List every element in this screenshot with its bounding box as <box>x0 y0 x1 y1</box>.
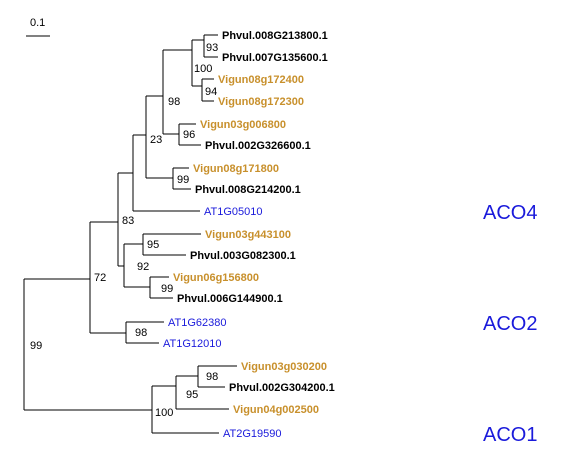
scale-bar-label: 0.1 <box>30 17 45 29</box>
support-value: 99 <box>30 340 42 352</box>
leaf-label: Vigun03g006800 <box>200 119 286 131</box>
leaf-labels: Phvul.008G213800.1 Phvul.007G135600.1 Vi… <box>163 30 335 440</box>
leaf-label: Vigun08g172300 <box>218 96 304 108</box>
support-value: 95 <box>186 389 198 401</box>
leaf-label: Phvul.002G304200.1 <box>229 382 335 394</box>
support-value: 72 <box>94 272 106 284</box>
support-value: 23 <box>150 134 162 146</box>
leaf-label: Vigun03g443100 <box>205 229 291 241</box>
group-label-aco4: ACO4 <box>483 202 537 224</box>
leaf-label: Vigun03g030200 <box>241 361 327 373</box>
group-label-aco1: ACO1 <box>483 424 537 446</box>
leaf-label: Phvul.002G326600.1 <box>205 140 311 152</box>
leaf-label: Phvul.008G214200.1 <box>195 184 301 196</box>
support-value: 99 <box>161 283 173 295</box>
leaf-label: Phvul.006G144900.1 <box>177 293 283 305</box>
support-value: 98 <box>135 327 147 339</box>
leaf-label: AT2G19590 <box>223 428 282 440</box>
leaf-label: AT1G62380 <box>168 317 227 329</box>
support-value: 98 <box>168 96 180 108</box>
leaf-label: AT1G05010 <box>204 206 263 218</box>
leaf-label: Vigun08g172400 <box>218 74 304 86</box>
support-value: 99 <box>177 174 189 186</box>
leaf-label: Phvul.007G135600.1 <box>222 52 328 64</box>
leaf-label: Vigun06g156800 <box>173 272 259 284</box>
support-value: 92 <box>137 261 149 273</box>
leaf-label: Phvul.008G213800.1 <box>222 30 328 42</box>
support-value: 98 <box>206 371 218 383</box>
support-value: 95 <box>147 239 159 251</box>
support-value: 94 <box>205 86 217 98</box>
leaf-label: Vigun04g002500 <box>233 404 319 416</box>
leaf-label: Vigun08g171800 <box>193 163 279 175</box>
leaf-label: AT1G12010 <box>163 338 222 350</box>
group-label-aco2: ACO2 <box>483 313 537 335</box>
leaf-label: Phvul.003G082300.1 <box>190 250 296 262</box>
support-value: 96 <box>183 129 195 141</box>
support-value: 100 <box>155 407 173 419</box>
support-value: 93 <box>206 42 218 54</box>
support-value: 100 <box>194 63 212 75</box>
tree-branches <box>23 34 237 434</box>
support-value: 83 <box>122 215 134 227</box>
